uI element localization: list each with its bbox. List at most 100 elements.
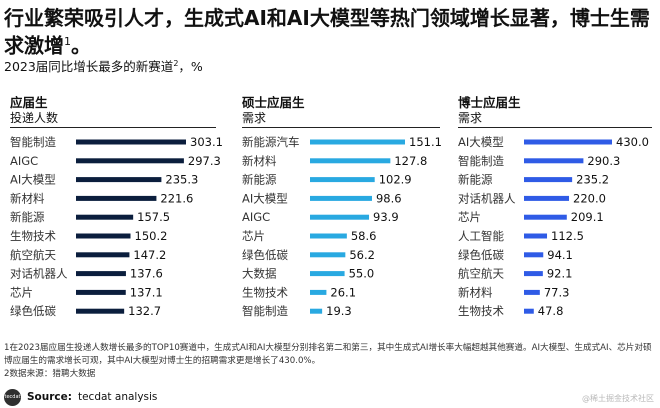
panel-title: 博士应届生 [458,95,521,110]
subtitle-text: 2023届同比增长最多的新赛道 [4,59,174,74]
category-label: 智能制造 [458,154,504,168]
bar [76,271,126,277]
panel-divider [10,127,216,128]
value-label: 235.3 [165,173,198,187]
value-label: 56.2 [349,248,375,262]
category-label: AIGC [242,210,270,224]
category-label: 绿色低碳 [242,248,288,262]
category-label: AI大模型 [242,191,288,205]
category-label: 绿色低碳 [10,304,56,318]
bar [524,139,612,145]
category-label: 芯片 [458,210,481,224]
category-label: 新能源汽车 [242,135,300,149]
panel-title: 硕士应届生 [242,95,305,110]
category-label: 大数据 [242,267,277,281]
value-label: 220.0 [573,191,606,205]
value-label: 112.5 [551,229,584,243]
category-label: AIGC [10,154,38,168]
bar [310,195,372,201]
headline-end: 。 [71,33,91,58]
category-label: 航空航天 [458,267,504,281]
value-label: 19.3 [326,304,352,318]
panel-subtitle: 需求 [242,111,267,125]
bar [524,308,534,314]
bar [310,177,375,183]
watermark: @稀土掘金技术社区 [582,394,654,403]
source-line: tecdat Source: tecdat analysis [4,388,158,406]
bar [310,271,345,277]
bar [310,233,347,239]
bar [524,289,540,295]
headline-footnote-mark: 1 [64,35,71,48]
tecdat-logo: tecdat [4,388,21,406]
source-label: Source: [27,391,72,403]
bar [524,177,573,183]
footnote-2: 2数据来源：猎聘大数据 [4,369,96,379]
bar [76,158,184,164]
value-label: 209.1 [571,210,604,224]
value-label: 150.2 [135,229,168,243]
value-label: 102.9 [379,173,412,187]
bar [76,214,134,220]
bar [76,195,157,201]
panel-title: 应届生 [10,95,48,110]
value-label: 430.0 [616,135,649,149]
headline-text: 行业繁荣吸引人才，生成式AI和AI大模型等热门领域增长显著，博士生需求激增 [4,6,650,58]
bar [310,289,327,295]
value-label: 303.1 [190,135,223,149]
panel-divider [458,127,652,128]
category-label: 生物技术 [10,229,56,243]
category-label: 生物技术 [458,304,504,318]
value-label: 58.6 [351,229,377,243]
bar [524,195,570,201]
category-label: 智能制造 [242,304,288,318]
category-label: 对话机器人 [10,267,68,281]
category-label: 新能源 [242,173,277,187]
bar [310,214,370,220]
category-label: AI大模型 [10,173,56,187]
panel-phd-demand: 博士应届生 需求 AI大模型 430.0 智能制造 290.3 新能源 235.2 对话机器… [458,92,654,318]
bar [524,158,584,164]
value-label: 137.1 [130,285,163,299]
bar [76,308,125,314]
bar [76,139,186,145]
category-label: AI大模型 [458,135,504,149]
bar [310,139,405,145]
bar [310,308,323,314]
bar [76,289,126,295]
category-label: 新材料 [242,154,277,168]
category-label: 生物技术 [242,285,288,299]
bar [524,271,543,277]
footnote-1: 1在2023届应届生投递人数增长最多的TOP10赛道中，生成式AI和AI大模型分… [4,343,652,366]
value-label: 147.2 [133,248,166,262]
bar-chart-phd: AI大模型 430.0 智能制造 290.3 新能源 235.2 对话机器人 220.0 芯片 2… [458,135,649,318]
category-label: 对话机器人 [458,191,516,205]
bar [524,233,548,239]
value-label: 92.1 [547,267,573,281]
value-label: 297.3 [188,154,221,168]
bar [310,158,391,164]
tecdat-logo-text: tecdat [4,394,21,400]
bar-chart-graduates: 智能制造 303.1 AIGC 297.3 AI大模型 235.3 新材料 221.6 新能源 1… [10,135,223,318]
bar [76,252,130,258]
category-label: 芯片 [242,229,265,243]
category-label: 新材料 [458,285,493,299]
category-label: 新能源 [10,210,45,224]
subtitle-mark: 2 [173,58,179,68]
category-label: 人工智能 [458,229,504,243]
chart-subtitle: 2023届同比增长最多的新赛道2，% [4,56,203,75]
headline: 行业繁荣吸引人才，生成式AI和AI大模型等热门领域增长显著，博士生需求激增1。 [4,6,656,58]
panel-subtitle: 投递人数 [10,111,59,125]
bar [76,177,162,183]
value-label: 127.8 [394,154,427,168]
category-label: 芯片 [10,285,33,299]
category-label: 新能源 [458,173,493,187]
value-label: 132.7 [128,304,161,318]
value-label: 290.3 [587,154,620,168]
category-label: 航空航天 [10,248,56,262]
bar [76,233,131,239]
value-label: 151.1 [409,135,442,149]
source-text: tecdat analysis [77,391,158,403]
bar [310,252,346,258]
subtitle-unit: ，% [178,59,203,74]
